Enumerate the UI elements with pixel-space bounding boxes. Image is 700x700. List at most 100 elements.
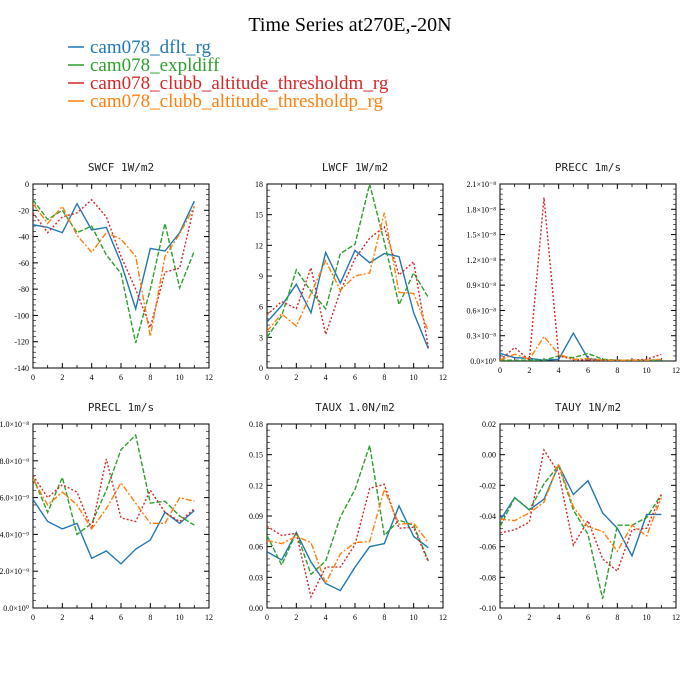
- chart-panel-2: LWCF 1W/m2 0 2 4 6 8 10 12 0 3 6 9 12 15 18: [255, 161, 447, 382]
- x-tick-label: 6: [353, 373, 357, 382]
- y-tick-label: 1.8×10⁻⁸: [466, 205, 496, 214]
- x-tick-label: 10: [176, 373, 184, 382]
- series-line-cam078_expldiff: [33, 199, 195, 344]
- y-tick-label: -60: [18, 259, 29, 268]
- y-tick-label: 4.0×10⁻⁹: [0, 530, 29, 539]
- y-tick-label: 0: [259, 364, 263, 373]
- x-tick-label: 2: [60, 613, 64, 622]
- y-tick-label: 0.02: [482, 420, 496, 429]
- panel-title: PRECL 1m/s: [88, 401, 154, 414]
- series-line-cam078_dflt_rg: [500, 463, 662, 558]
- plot-frame: [499, 183, 677, 362]
- x-tick-label: 10: [643, 613, 651, 622]
- x-tick-label: 6: [586, 366, 590, 375]
- y-tick-label: -0.10: [479, 604, 496, 613]
- x-tick-label: 4: [324, 373, 328, 382]
- series-line-cam078_expldiff: [33, 433, 195, 536]
- y-tick-label: 2.1×10⁻⁸: [466, 180, 496, 189]
- y-tick-label: 1.2×10⁻⁸: [466, 256, 496, 265]
- x-tick-label: 2: [527, 366, 531, 375]
- y-tick-label: 0: [25, 180, 29, 189]
- figure-title: Time Series at270E,-20N: [248, 14, 451, 36]
- chart-panel-4: PRECL 1m/s 0 2 4 6 8 10 12 0.0×10⁰ 2.0×10⁻⁹ 4.0×10…: [0, 401, 213, 622]
- y-tick-label: 0.06: [249, 543, 263, 552]
- y-tick-label: -140: [14, 364, 29, 373]
- x-tick-label: 0: [265, 613, 269, 622]
- x-tick-label: 4: [557, 613, 561, 622]
- panels: SWCF 1W/m2 0 2 4 6 8 10 12 0 -20 -40 -60 -80 -100 -120…: [0, 161, 680, 622]
- series-line-cam078_expldiff: [267, 445, 429, 576]
- series-line-cam078_clubb_altitude_thresholdm_rg: [33, 458, 195, 532]
- y-tick-label: 0.0×10⁰: [470, 357, 496, 366]
- x-tick-label: 10: [643, 366, 651, 375]
- panel-title: LWCF 1W/m2: [322, 161, 388, 174]
- y-tick-label: -0.04: [479, 512, 496, 521]
- x-tick-label: 2: [527, 613, 531, 622]
- y-tick-label: -100: [14, 311, 29, 320]
- y-tick-label: 15: [255, 211, 263, 220]
- series-line-cam078_clubb_altitude_thresholdm_rg: [267, 483, 429, 599]
- legend-label: cam078_expldiff: [90, 55, 220, 76]
- legend-label: cam078_dflt_rg: [90, 37, 212, 58]
- series-line-cam078_clubb_altitude_thresholdp_rg: [33, 203, 195, 337]
- series-line-cam078_dflt_rg: [267, 249, 429, 349]
- x-tick-label: 8: [148, 613, 152, 622]
- x-tick-label: 0: [31, 613, 35, 622]
- legend-label: cam078_clubb_altitude_thresholdm_rg: [90, 73, 389, 94]
- y-tick-label: 18: [255, 180, 263, 189]
- y-tick-label: 6: [259, 303, 263, 312]
- x-tick-label: 2: [294, 373, 298, 382]
- series-line-cam078_clubb_altitude_thresholdm_rg: [267, 225, 430, 348]
- series-line-cam078_clubb_altitude_thresholdm_rg: [500, 197, 662, 361]
- panel-title: TAUX 1.0N/m2: [315, 401, 394, 414]
- x-tick-label: 2: [294, 613, 298, 622]
- y-tick-label: -40: [18, 233, 29, 242]
- x-tick-label: 12: [439, 613, 447, 622]
- y-tick-label: -0.06: [479, 543, 496, 552]
- y-tick-label: 6.0×10⁻⁹: [0, 494, 29, 503]
- y-tick-label: 0.12: [249, 481, 263, 490]
- x-tick-label: 6: [586, 613, 590, 622]
- x-tick-label: 12: [672, 613, 680, 622]
- y-tick-label: 2.0×10⁻⁹: [0, 567, 29, 576]
- y-tick-label: 0.0×10⁰: [3, 604, 29, 613]
- y-tick-label: -0.08: [479, 573, 496, 582]
- chart-panel-5: TAUX 1.0N/m2 0 2 4 6 8 10 12 0.00 0.03 0.06 0.09 0.1…: [249, 401, 447, 622]
- y-tick-label: 0.00: [249, 604, 263, 613]
- x-tick-label: 8: [382, 373, 386, 382]
- x-tick-label: 0: [498, 366, 502, 375]
- x-tick-label: 10: [410, 373, 418, 382]
- series-line-cam078_clubb_altitude_thresholdp_rg: [267, 212, 429, 332]
- series-line-cam078_expldiff: [267, 184, 429, 338]
- y-tick-label: 1.5×10⁻⁸: [466, 231, 496, 240]
- x-tick-label: 10: [410, 613, 418, 622]
- x-tick-label: 12: [672, 366, 680, 375]
- x-tick-label: 12: [205, 373, 213, 382]
- x-tick-label: 12: [439, 373, 447, 382]
- series-line-cam078_clubb_altitude_thresholdp_rg: [267, 487, 429, 586]
- y-tick-label: 0.09: [249, 512, 263, 521]
- x-tick-label: 4: [90, 613, 94, 622]
- x-tick-label: 6: [353, 613, 357, 622]
- x-tick-label: 6: [119, 373, 123, 382]
- x-tick-label: 12: [205, 613, 213, 622]
- y-tick-label: 0.15: [249, 451, 263, 460]
- y-tick-label: 8.0×10⁻⁹: [0, 457, 29, 466]
- y-tick-label: 0.3×10⁻⁸: [466, 332, 496, 341]
- y-tick-label: 3: [259, 333, 263, 342]
- series-line-cam078_clubb_altitude_thresholdm_rg: [500, 448, 662, 573]
- x-tick-label: 0: [265, 373, 269, 382]
- x-tick-label: 8: [382, 613, 386, 622]
- x-tick-label: 6: [119, 613, 123, 622]
- y-tick-label: 0.00: [482, 451, 496, 460]
- y-tick-label: -20: [18, 206, 29, 215]
- y-tick-label: -0.02: [479, 481, 496, 490]
- series-line-cam078_clubb_altitude_thresholdp_rg: [33, 478, 195, 531]
- x-tick-label: 8: [148, 373, 152, 382]
- x-tick-label: 4: [557, 366, 561, 375]
- series-line-cam078_expldiff: [500, 463, 662, 599]
- legend: cam078_dflt_rgcam078_expldiffcam078_club…: [68, 37, 389, 112]
- y-tick-label: 1.0×10⁻⁸: [0, 420, 29, 429]
- y-tick-label: 0.18: [249, 420, 263, 429]
